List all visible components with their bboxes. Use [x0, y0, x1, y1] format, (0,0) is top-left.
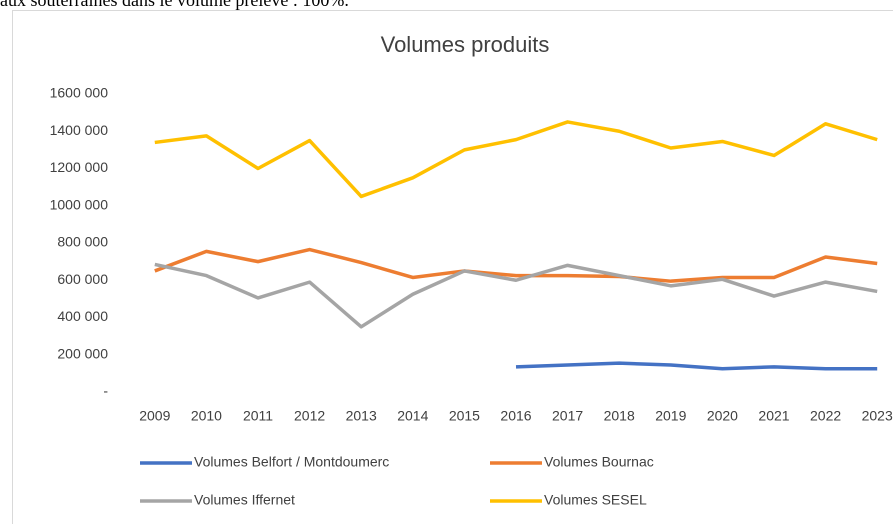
- legend-label: Volumes Iffernet: [194, 492, 295, 508]
- x-tick-label: 2017: [552, 408, 583, 424]
- series-line: [515, 361, 878, 371]
- y-tick-label: 200 000: [57, 345, 108, 361]
- series-line: [154, 247, 878, 283]
- x-tick-label: 2009: [139, 408, 170, 424]
- legend-label: Volumes Belfort / Montdoumerc: [194, 454, 389, 470]
- x-tick-label: 2019: [655, 408, 686, 424]
- x-tick-label: 2023: [862, 408, 893, 424]
- y-tick-label: 800 000: [57, 234, 108, 250]
- y-tick-label: 1200 000: [50, 159, 109, 175]
- y-tick-label: 1600 000: [50, 85, 109, 101]
- y-tick-label: 600 000: [57, 271, 108, 287]
- y-tick-label: 1000 000: [50, 196, 109, 212]
- chart-frame: [12, 10, 893, 524]
- header-text: aux souterraines dans le volume prélevé …: [0, 0, 349, 10]
- x-tick-label: 2012: [294, 408, 325, 424]
- x-tick-label: 2010: [191, 408, 222, 424]
- x-tick-label: 2022: [810, 408, 841, 424]
- y-tick-label: 400 000: [57, 308, 108, 324]
- series-line: [154, 262, 878, 329]
- y-tick-label: -: [103, 383, 108, 399]
- x-tick-label: 2013: [346, 408, 377, 424]
- x-tick-label: 2016: [500, 408, 531, 424]
- x-tick-label: 2011: [243, 408, 273, 424]
- legend-label: Volumes Bournac: [544, 454, 654, 470]
- series-line: [154, 120, 878, 199]
- y-tick-label: 1400 000: [50, 122, 109, 138]
- x-tick-label: 2015: [449, 408, 480, 424]
- x-tick-label: 2014: [397, 408, 428, 424]
- x-tick-label: 2021: [758, 408, 789, 424]
- chart-title: Volumes produits: [381, 32, 550, 57]
- legend-label: Volumes SESEL: [544, 492, 647, 508]
- x-tick-label: 2018: [604, 408, 635, 424]
- x-tick-label: 2020: [707, 408, 738, 424]
